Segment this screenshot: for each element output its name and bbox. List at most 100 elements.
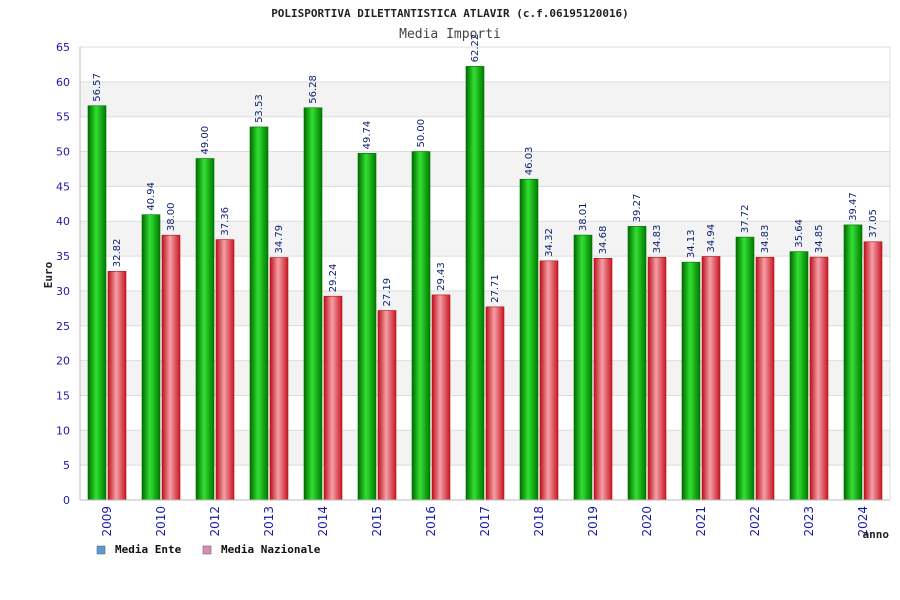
value-label-media-ente: 39.27	[632, 194, 643, 223]
y-tick-label: 40	[56, 215, 70, 228]
x-tick-label: 2021	[694, 506, 708, 537]
bar-media-nazionale	[431, 294, 451, 501]
bar-media-ente	[627, 226, 647, 501]
y-tick-label: 35	[56, 250, 70, 263]
value-label-media-nazionale: 27.71	[490, 274, 501, 303]
value-label-media-ente: 62.22	[470, 34, 481, 63]
plot-band	[80, 221, 890, 257]
x-tick-label: 2017	[478, 506, 492, 537]
bar-media-ente	[735, 236, 755, 501]
plot-band	[80, 81, 890, 117]
value-label-media-nazionale: 34.83	[760, 225, 771, 254]
y-tick-label: 55	[56, 111, 70, 124]
bar-media-nazionale	[863, 241, 883, 501]
y-tick-label: 65	[56, 41, 70, 54]
value-label-media-nazionale: 34.79	[274, 225, 285, 254]
y-axis-ticks: 0 5 10 15 20 25 30 35 40 45 50 55 60 65	[56, 41, 70, 507]
y-tick-label: 5	[63, 459, 70, 472]
value-label-media-nazionale: 34.68	[598, 226, 609, 255]
y-tick-label: 45	[56, 180, 70, 193]
bar-media-nazionale	[107, 270, 127, 501]
value-label-media-ente: 34.13	[686, 229, 697, 258]
bar-media-nazionale	[215, 239, 235, 501]
bar-media-ente	[87, 105, 107, 501]
value-label-media-nazionale: 27.19	[382, 278, 393, 307]
bar-media-nazionale	[323, 295, 343, 501]
x-tick-label: 2018	[532, 506, 546, 537]
bar-media-ente	[573, 234, 593, 501]
value-label-media-ente: 37.72	[740, 204, 751, 233]
value-label-media-ente: 39.47	[848, 192, 859, 221]
bar-media-ente	[789, 251, 809, 501]
x-tick-label: 2009	[100, 506, 114, 537]
value-label-media-ente: 40.94	[146, 182, 157, 211]
plot-band	[80, 47, 890, 82]
plot-band	[80, 290, 890, 326]
chart-subtitle: Media Importi	[399, 27, 501, 42]
x-tick-label: 2024	[856, 506, 870, 537]
legend-swatch-media-ente	[96, 545, 106, 555]
value-label-media-nazionale: 34.94	[706, 224, 717, 253]
bar-media-nazionale	[701, 256, 721, 501]
bar-media-nazionale	[485, 306, 505, 501]
plot-band	[80, 360, 890, 396]
legend: Media Ente Media Nazionale	[96, 543, 321, 556]
bar-media-ente	[681, 261, 701, 501]
legend-swatch-media-nazionale	[202, 545, 212, 555]
value-label-media-ente: 50.00	[416, 119, 427, 148]
bar-media-ente	[303, 107, 323, 501]
bar-media-nazionale	[755, 256, 775, 501]
value-label-media-nazionale: 32.82	[112, 239, 123, 268]
value-label-media-nazionale: 34.85	[814, 224, 825, 253]
value-label-media-ente: 49.00	[200, 126, 211, 155]
bar-media-ente	[357, 153, 377, 501]
y-tick-label: 15	[56, 389, 70, 402]
y-tick-label: 25	[56, 320, 70, 333]
bar-media-nazionale	[647, 256, 667, 501]
value-label-media-ente: 46.03	[524, 147, 535, 176]
y-tick-label: 20	[56, 355, 70, 368]
bar-media-nazionale	[539, 260, 559, 501]
bar-media-ente	[141, 214, 161, 501]
value-label-media-nazionale: 37.36	[220, 207, 231, 236]
x-tick-label: 2014	[316, 506, 330, 537]
value-label-media-ente: 49.74	[362, 121, 373, 150]
plot-band	[80, 256, 890, 291]
chart-title: POLISPORTIVA DILETTANTISTICA ATLAVIR (c.…	[271, 7, 629, 20]
bar-media-ente	[843, 224, 863, 501]
plot-band	[80, 430, 890, 466]
value-label-media-ente: 56.57	[92, 73, 103, 102]
x-tick-label: 2019	[586, 506, 600, 537]
bar-media-nazionale	[161, 234, 181, 501]
legend-label-media-ente: Media Ente	[115, 543, 182, 556]
y-tick-label: 30	[56, 285, 70, 298]
bar-media-ente	[519, 178, 539, 501]
y-tick-label: 60	[56, 76, 70, 89]
y-tick-label: 50	[56, 146, 70, 159]
x-tick-label: 2010	[154, 506, 168, 537]
bar-media-ente	[195, 158, 215, 501]
x-axis-label: anno	[863, 528, 890, 541]
x-tick-label: 2016	[424, 506, 438, 537]
y-axis-label: Euro	[42, 261, 55, 288]
value-label-media-nazionale: 37.05	[868, 209, 879, 238]
plot-band	[80, 325, 890, 361]
plot-band	[80, 465, 890, 500]
value-label-media-nazionale: 34.32	[544, 228, 555, 257]
plot-band	[80, 395, 890, 431]
x-tick-label: 2022	[748, 506, 762, 537]
value-label-media-nazionale: 29.24	[328, 264, 339, 293]
x-tick-label: 2023	[802, 506, 816, 537]
plot-band	[80, 186, 890, 222]
plot-band	[80, 151, 890, 187]
value-label-media-ente: 53.53	[254, 94, 265, 123]
plot-background	[80, 47, 891, 500]
value-label-media-nazionale: 34.83	[652, 225, 663, 254]
legend-label-media-nazionale: Media Nazionale	[221, 543, 321, 556]
x-tick-label: 2013	[262, 506, 276, 537]
bar-media-nazionale	[377, 310, 397, 501]
x-tick-label: 2020	[640, 506, 654, 537]
bar-media-ente	[249, 126, 269, 501]
y-tick-label: 10	[56, 424, 70, 437]
